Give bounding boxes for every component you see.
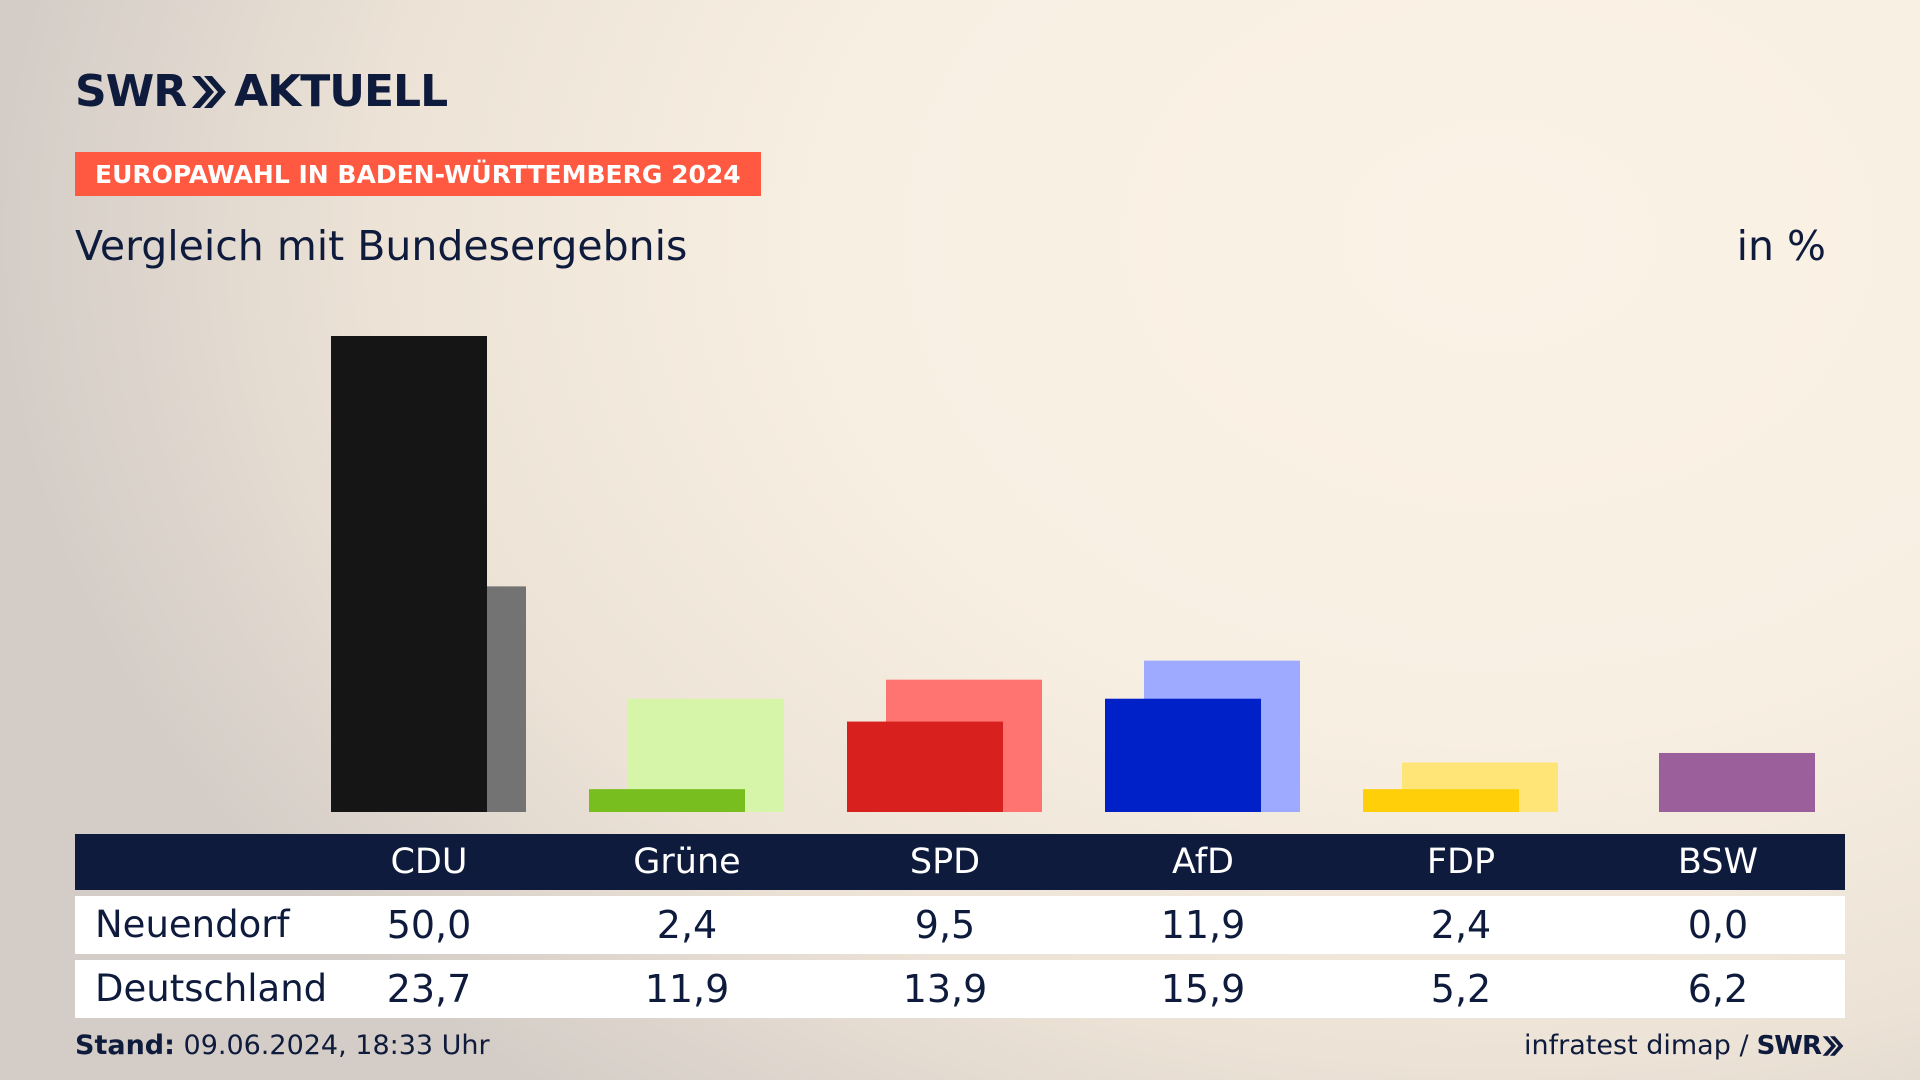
bar-deutschland-bsw bbox=[1659, 752, 1815, 812]
table-header-row: CDU Grüne SPD AfD FDP BSW bbox=[75, 834, 1845, 890]
column-header: BSW bbox=[1677, 842, 1759, 882]
table-row-neuendorf: Neuendorf 50,0 2,4 9,5 11,9 2,4 0,0 bbox=[75, 896, 1845, 954]
table-cell: 15,9 bbox=[1160, 967, 1246, 1011]
chart-title: Vergleich mit Bundesergebnis bbox=[75, 222, 688, 270]
table-cell: 13,9 bbox=[902, 967, 988, 1011]
logo-aktuell-text: AKTUELL bbox=[234, 66, 448, 117]
source-text: infratest dimap / bbox=[1524, 1030, 1749, 1061]
table-cell: 50,0 bbox=[386, 903, 472, 947]
table-cell: 2,4 bbox=[1430, 903, 1492, 947]
footer-chevron-icon bbox=[1822, 1035, 1844, 1056]
table-cell: 0,0 bbox=[1687, 903, 1749, 947]
footer-swr-logo: SWR bbox=[1756, 1030, 1822, 1061]
table-row-deutschland: Deutschland 23,7 11,9 13,9 15,9 5,2 6,2 bbox=[75, 960, 1845, 1018]
swr-aktuell-logo: SWR AKTUELL bbox=[75, 66, 448, 117]
election-badge: EUROPAWAHL IN BADEN-WÜRTTEMBERG 2024 bbox=[75, 152, 761, 196]
logo-swr-text: SWR bbox=[75, 66, 187, 117]
table-cell: 11,9 bbox=[644, 967, 730, 1011]
column-header: CDU bbox=[390, 842, 468, 882]
column-header: Grüne bbox=[633, 842, 741, 882]
table-cell: 23,7 bbox=[386, 967, 472, 1011]
double-chevron-icon bbox=[192, 76, 227, 108]
column-header: FDP bbox=[1426, 842, 1496, 882]
timestamp: Stand: 09.06.2024, 18:33 Uhr bbox=[75, 1030, 490, 1061]
bar-neuendorf-cdu bbox=[331, 336, 487, 812]
table-cell: 6,2 bbox=[1687, 967, 1749, 1011]
bar-chart bbox=[331, 336, 1815, 812]
results-table: CDU Grüne SPD AfD FDP BSW Neuendorf 50,0 2,4 9,… bbox=[75, 834, 1845, 1018]
bar-neuendorf-grüne bbox=[589, 789, 745, 812]
bar-neuendorf-spd bbox=[847, 721, 1003, 812]
table-cell: 2,4 bbox=[656, 903, 718, 947]
column-header: SPD bbox=[909, 842, 981, 882]
table-cell: 5,2 bbox=[1430, 967, 1492, 1011]
bar-neuendorf-fdp bbox=[1363, 789, 1519, 812]
stand-label: Stand: bbox=[75, 1030, 175, 1061]
table-cell: 11,9 bbox=[1160, 903, 1246, 947]
source-credit: infratest dimap / SWR bbox=[1524, 1030, 1845, 1061]
unit-label: in % bbox=[1736, 222, 1826, 270]
row-label: Neuendorf bbox=[95, 903, 290, 946]
table-cell: 9,5 bbox=[914, 903, 976, 947]
column-header: AfD bbox=[1172, 842, 1234, 882]
bar-neuendorf-afd bbox=[1105, 698, 1261, 812]
stand-value: 09.06.2024, 18:33 Uhr bbox=[183, 1030, 490, 1061]
row-label: Deutschland bbox=[95, 967, 328, 1010]
